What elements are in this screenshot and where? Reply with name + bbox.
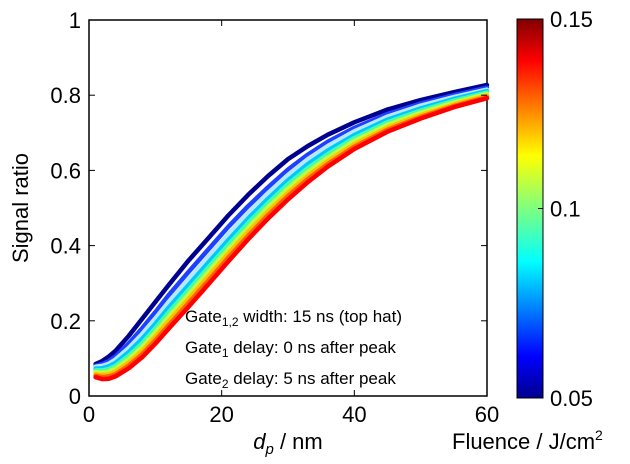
series-line-3	[93, 87, 490, 369]
annotation-line-3-sub: 2	[222, 377, 229, 391]
colorbar-tick-label: 0.15	[550, 7, 593, 32]
x-tick-label: 20	[209, 402, 233, 427]
annotation-line-1-post: width: 15 ns (top hat)	[239, 307, 402, 326]
annotation-line-3: Gate2 delay: 5 ns after peak	[185, 369, 396, 391]
series-line-9	[93, 95, 490, 382]
annotation: Gate1,2 width: 15 ns (top hat) Gate1 del…	[185, 307, 402, 391]
annotation-line-1-sub: 1,2	[222, 315, 239, 329]
series-line-6	[93, 91, 490, 375]
y-tick-label: 0	[69, 384, 81, 409]
x-axis-label-main: d	[253, 429, 266, 454]
colorbar-label: Fluence / J/cm2	[452, 427, 603, 454]
annotation-line-2: Gate1 delay: 0 ns after peak	[185, 338, 396, 360]
series-layer	[93, 82, 490, 382]
annotation-line-3-pre: Gate	[185, 369, 222, 388]
series-line-5	[93, 90, 490, 373]
y-tick-label: 0.4	[50, 234, 81, 259]
colorbar-label-text: Fluence / J/cm	[452, 429, 595, 454]
y-tick-label: 1	[69, 8, 81, 33]
x-tick-label: 0	[83, 402, 95, 427]
y-tick-label: 0.6	[50, 158, 81, 183]
annotation-line-1: Gate1,2 width: 15 ns (top hat)	[185, 307, 402, 329]
annotation-line-1-pre: Gate	[185, 307, 222, 326]
series-line-1	[93, 82, 490, 367]
colorbar-tick-label: 0.1	[550, 197, 581, 222]
annotation-line-3-post: delay: 5 ns after peak	[229, 369, 397, 388]
colorbar-label-sup: 2	[595, 427, 603, 443]
series-line-2	[93, 85, 490, 369]
series-line-4	[93, 88, 490, 371]
colorbar-ticks: 0.15 0.1 0.05	[538, 7, 593, 411]
annotation-line-2-pre: Gate	[185, 338, 222, 357]
annotation-line-2-post: delay: 0 ns after peak	[229, 338, 397, 357]
annotation-line-2-sub: 1	[222, 346, 229, 360]
y-axis-label: Signal ratio	[8, 153, 33, 263]
ticks-layer: 0 20 40 60 0 0.2 0.4 0.6 0.8 1	[50, 8, 499, 427]
x-tick-label: 40	[342, 402, 366, 427]
x-axis-label: dp / nm	[253, 429, 323, 458]
x-axis-label-unit: / nm	[274, 429, 323, 454]
y-tick-label: 0.2	[50, 309, 81, 334]
x-tick-label: 60	[475, 402, 499, 427]
y-tick-label: 0.8	[50, 83, 81, 108]
x-axis-label-sub: p	[265, 441, 274, 458]
colorbar-tick-label: 0.05	[550, 386, 593, 411]
